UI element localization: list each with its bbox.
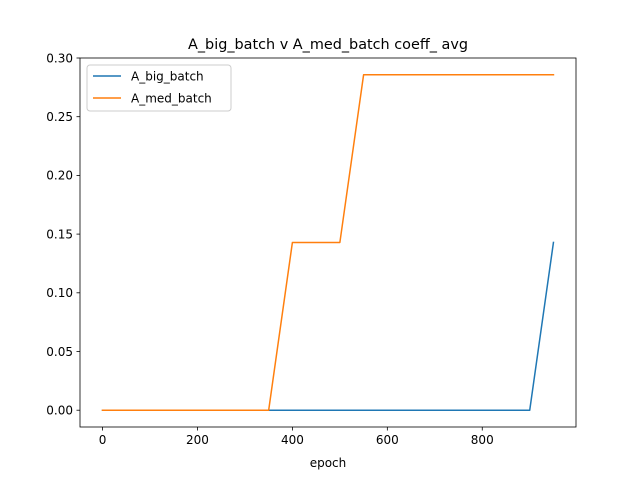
x-axis-label: epoch [310,456,347,470]
axes-frame [79,57,577,428]
y-tick-label: 0.30 [46,51,73,65]
axes-layer: 0 200 400 600 800 0.00 0.05 0.10 0.15 0.20 0.25 0.3… [46,51,577,447]
y-tick-label: 0.15 [46,227,73,241]
legend-label-a-med-batch: A_med_batch [131,91,212,105]
y-tick-label: 0.10 [46,286,73,300]
x-tick-label: 600 [376,433,399,447]
y-tick-label: 0.20 [46,169,73,183]
series-line-a-med-batch [101,74,555,411]
series-layer [101,74,555,411]
x-tick-label: 200 [186,433,209,447]
legend-box [86,64,232,112]
y-tick-label: 0.00 [46,404,73,418]
x-tick-label: 400 [281,433,304,447]
legend: A_big_batch A_med_batch [86,64,232,112]
x-tick-label: 800 [471,433,494,447]
y-tick-label: 0.25 [46,110,73,124]
x-tick-label: 0 [99,433,107,447]
y-tick-label: 0.05 [46,345,73,359]
legend-label-a-big-batch: A_big_batch [131,69,204,83]
chart-title: A_big_batch v A_med_batch coeff_ avg [188,37,468,53]
